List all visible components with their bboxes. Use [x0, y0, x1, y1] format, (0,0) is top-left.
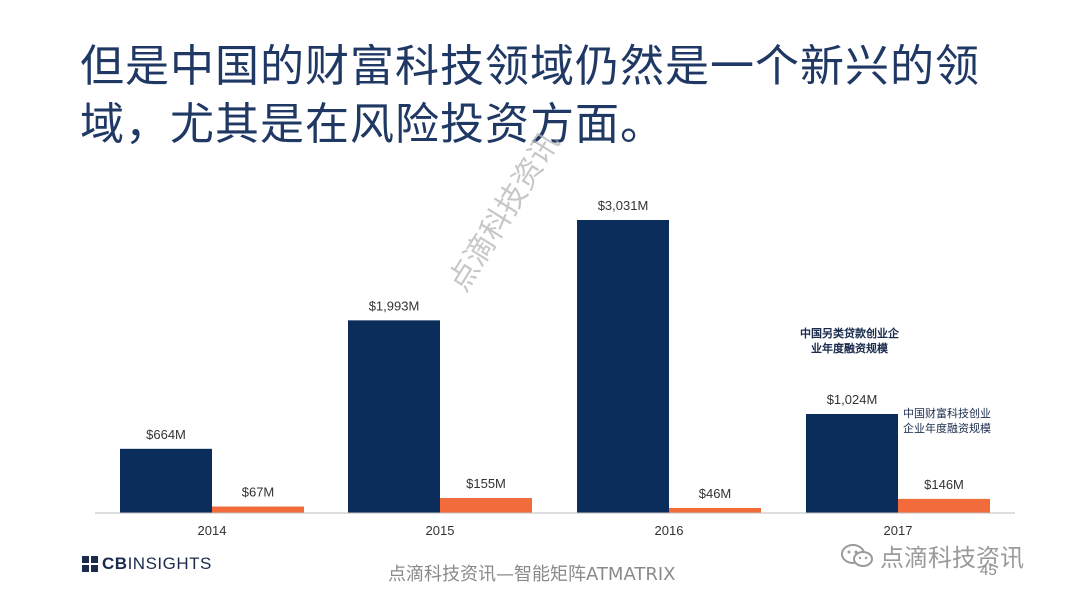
- logo-suffix: INSIGHTS: [127, 554, 212, 573]
- x-tick-label: 2015: [426, 523, 455, 538]
- value-label: $155M: [466, 476, 506, 491]
- page-number: 45: [980, 562, 997, 579]
- bar-alt-lending-2017: [806, 414, 898, 513]
- value-label: $1,024M: [827, 392, 878, 407]
- value-label: $664M: [146, 427, 186, 442]
- value-label: $3,031M: [598, 198, 649, 213]
- bar-alt-lending-2016: [577, 220, 669, 513]
- logo-prefix: CB: [102, 554, 128, 573]
- cbinsights-logo-icon: [82, 556, 98, 572]
- legend-line: 业年度融资规模: [811, 342, 888, 355]
- legend-label-alt-lending: 中国另类贷款创业企 业年度融资规模: [800, 326, 899, 356]
- x-axis-ticks: 2014 2015 2016 2017: [198, 523, 913, 538]
- legend-line: 中国另类贷款创业企: [800, 327, 899, 340]
- bar-wealthtech-2016: [669, 508, 761, 513]
- value-label: $1,993M: [369, 298, 420, 313]
- bar-wealthtech-2015: [440, 498, 532, 513]
- x-tick-label: 2017: [884, 523, 913, 538]
- value-label: $67M: [242, 485, 275, 500]
- series-navy-bars: [120, 220, 898, 513]
- legend-line: 中国财富科技创业: [903, 407, 991, 420]
- cbinsights-logo: CB INSIGHTS: [82, 554, 212, 574]
- value-label: $146M: [924, 477, 964, 492]
- slide-title: 但是中国的财富科技领域仍然是一个新兴的领域，尤其是在风险投资方面。: [80, 41, 980, 150]
- legend-line: 企业年度融资规模: [903, 422, 991, 435]
- value-labels: $664M $67M $1,993M $155M $3,031M $46M $1,024M $…: [146, 198, 964, 501]
- wechat-label: 点滴科技资讯: [880, 544, 1024, 572]
- value-label: $46M: [699, 486, 732, 501]
- bar-alt-lending-2015: [348, 320, 440, 513]
- legend-label-wealthtech: 中国财富科技创业 企业年度融资规模: [903, 406, 991, 436]
- bar-wealthtech-2017: [898, 498, 990, 513]
- series-orange-bars: [212, 498, 990, 513]
- footer-text: 点滴科技资讯—智能矩阵ATMATRIX: [388, 564, 676, 585]
- x-tick-label: 2014: [198, 523, 227, 538]
- bar-alt-lending-2014: [120, 448, 212, 513]
- bar-wealthtech-2014: [212, 506, 304, 513]
- wechat-icon: [841, 543, 873, 567]
- x-tick-label: 2016: [655, 523, 684, 538]
- wechat-badge: 点滴科技资讯: [840, 538, 1024, 573]
